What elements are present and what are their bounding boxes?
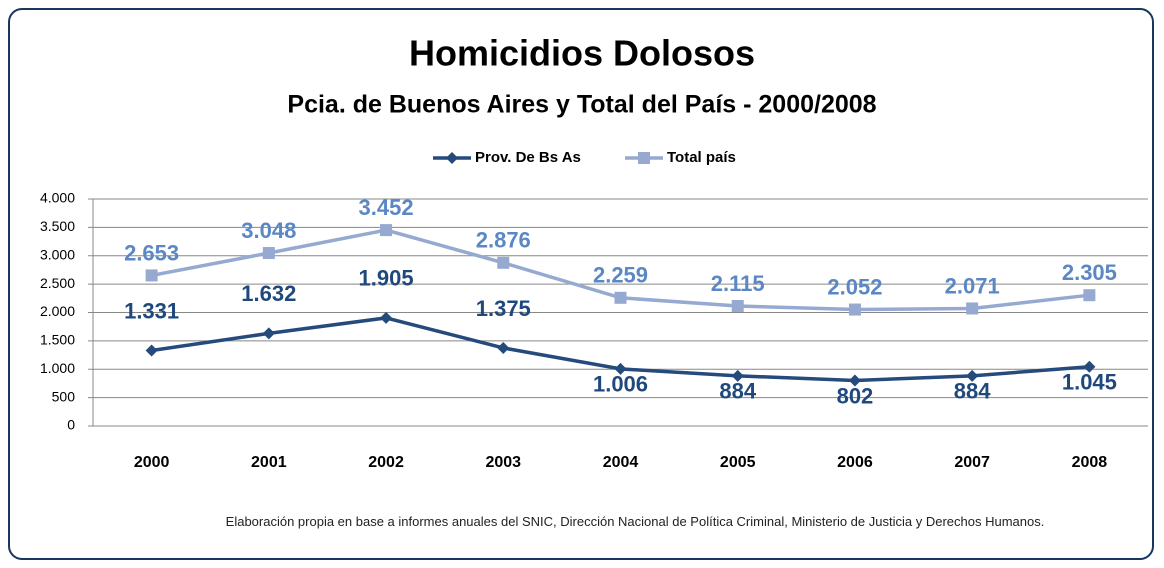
y-tick-label: 1.500 <box>40 332 75 348</box>
point <box>145 269 158 282</box>
point <box>497 341 510 354</box>
data-label: 2.071 <box>945 273 1000 298</box>
point <box>145 344 158 357</box>
y-tick-label: 3.000 <box>40 246 75 262</box>
point <box>614 291 627 304</box>
x-tick-label: 2002 <box>368 454 404 471</box>
y-tick-label: 4.000 <box>40 190 75 206</box>
data-label: 1.375 <box>476 296 531 321</box>
point <box>497 256 510 269</box>
point <box>262 327 275 340</box>
x-tick-label: 2008 <box>1072 454 1108 471</box>
y-tick-label: 2.000 <box>40 303 75 319</box>
data-label: 802 <box>837 383 874 408</box>
point <box>380 224 393 237</box>
data-label: 2.305 <box>1062 260 1117 285</box>
x-tick-label: 2007 <box>954 454 990 471</box>
point <box>262 247 275 260</box>
chart-frame <box>8 8 1154 560</box>
y-tick-label: 1.000 <box>40 360 75 376</box>
x-tick-label: 2006 <box>837 454 873 471</box>
point <box>731 299 744 312</box>
chart-subtitle: Pcia. de Buenos Aires y Total del País -… <box>287 91 876 119</box>
footnote: Elaboración propia en base a informes an… <box>225 514 1045 529</box>
x-tick-label: 2001 <box>251 454 287 471</box>
data-label: 1.632 <box>241 281 296 306</box>
data-label: 1.331 <box>124 298 179 323</box>
x-tick-label: 2005 <box>720 454 756 471</box>
x-tick-label: 2004 <box>603 454 639 471</box>
legend-marker <box>446 152 458 164</box>
data-label: 2.115 <box>711 271 765 296</box>
y-tick-label: 3.500 <box>40 218 75 234</box>
x-tick-label: 2003 <box>485 454 521 471</box>
point <box>1083 360 1096 373</box>
point <box>966 302 979 315</box>
point <box>966 369 979 382</box>
point <box>614 362 627 375</box>
data-label: 1.045 <box>1062 370 1117 395</box>
legend-marker <box>638 152 650 164</box>
data-label: 3.452 <box>359 195 414 220</box>
point <box>848 374 861 387</box>
point <box>848 303 861 316</box>
data-label: 2.876 <box>476 228 531 253</box>
point <box>731 369 744 382</box>
data-label: 2.259 <box>593 263 648 288</box>
data-label: 3.048 <box>241 218 296 243</box>
chart-title: Homicidios Dolosos <box>409 33 755 74</box>
data-label: 884 <box>719 379 756 404</box>
data-label: 1.905 <box>359 266 414 291</box>
y-tick-label: 2.500 <box>40 275 75 291</box>
data-label: 1.006 <box>593 372 648 397</box>
data-label: 2.653 <box>124 240 179 265</box>
y-tick-label: 0 <box>67 417 75 433</box>
point <box>380 311 393 324</box>
point <box>1083 289 1096 302</box>
legend-label: Prov. De Bs As <box>475 149 581 166</box>
data-label: 2.052 <box>827 274 882 299</box>
data-label: 884 <box>954 379 991 404</box>
y-tick-label: 500 <box>52 388 76 404</box>
legend-label: Total país <box>667 149 736 166</box>
x-tick-label: 2000 <box>134 454 170 471</box>
